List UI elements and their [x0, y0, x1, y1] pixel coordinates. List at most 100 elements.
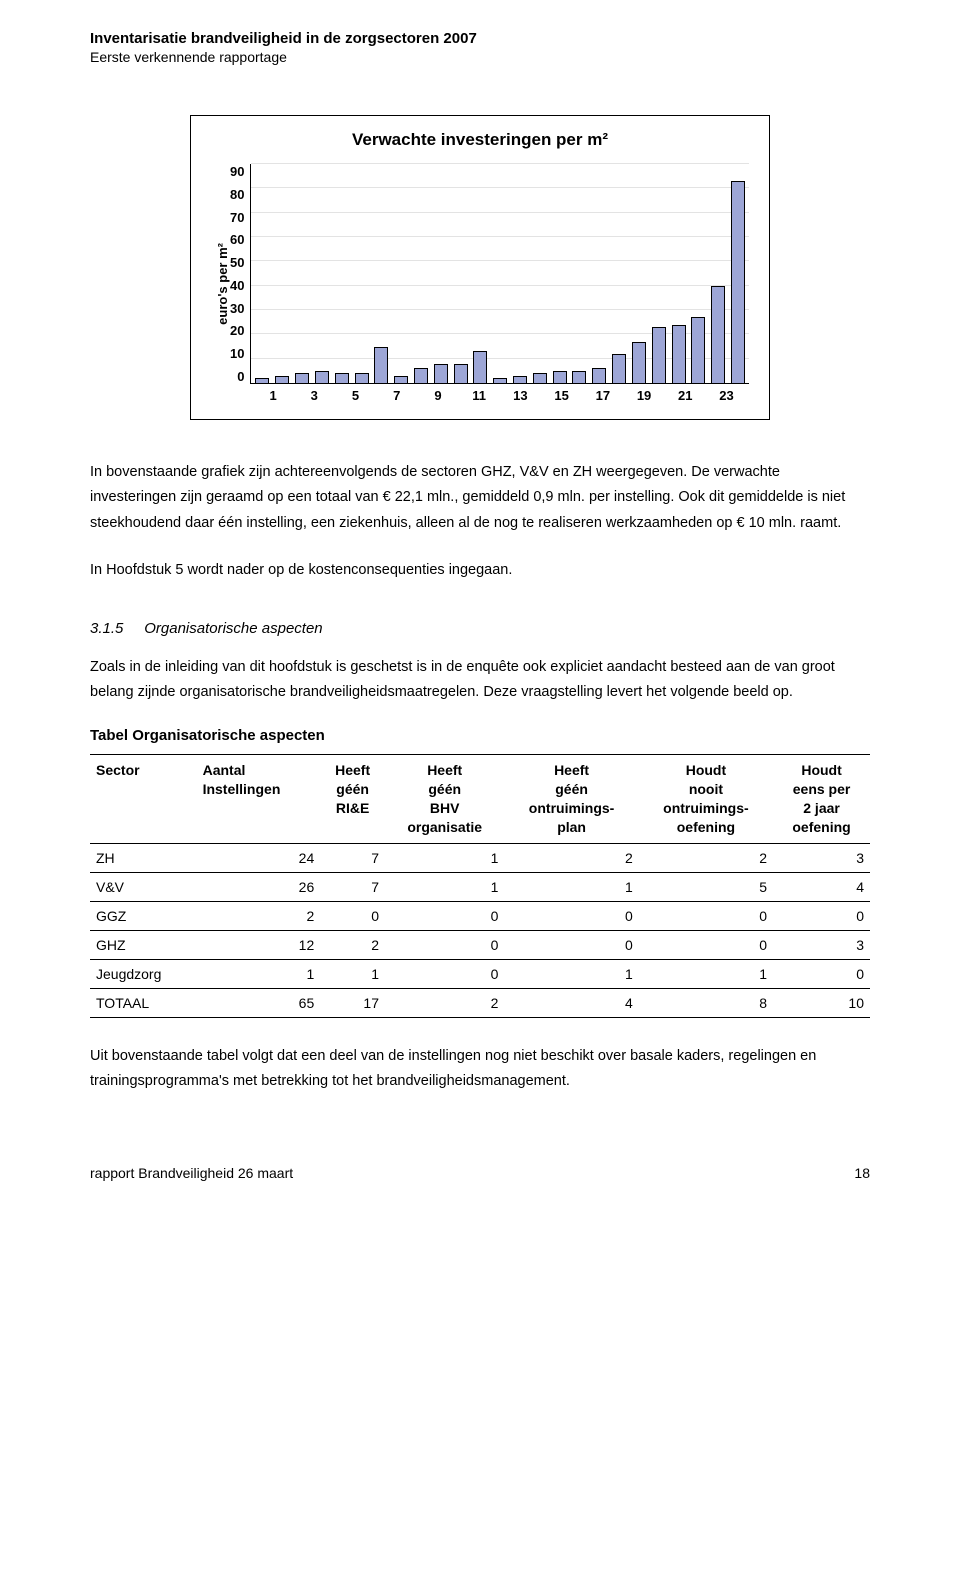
chart-ytick: 10	[230, 346, 244, 361]
table-cell: 0	[773, 901, 870, 930]
chart-x-axis: 1357911131517192123	[250, 388, 749, 403]
table-cell: 12	[197, 930, 321, 959]
chart-bar	[513, 376, 527, 383]
table-cell: 1	[320, 959, 385, 988]
table-cell: 1	[197, 959, 321, 988]
chart-bar	[255, 378, 269, 383]
chart-xtick: 7	[376, 388, 417, 403]
chart-xtick: 15	[541, 388, 582, 403]
table-row: Jeugdzorg110110	[90, 959, 870, 988]
chart-xtick: 1	[252, 388, 293, 403]
chart-xtick: 3	[294, 388, 335, 403]
th-nooit-oef: Houdtnooitontruimings-oefening	[639, 755, 773, 844]
paragraph: In bovenstaande grafiek zijn achtereenvo…	[90, 460, 870, 536]
chart-bar	[434, 364, 448, 383]
chart-bar	[374, 347, 388, 383]
table-cell: V&V	[90, 872, 197, 901]
th-eens-oef: Houdteens per2 jaaroefening	[773, 755, 870, 844]
chart-bar	[711, 286, 725, 383]
chart-xtick: 19	[623, 388, 664, 403]
chart-bar	[592, 368, 606, 383]
table-cell: 24	[197, 843, 321, 872]
table-cell: 17	[320, 988, 385, 1017]
chart-ytick: 70	[230, 210, 244, 225]
chart-ytick: 0	[230, 369, 244, 384]
table-cell: 2	[197, 901, 321, 930]
table-cell: 26	[197, 872, 321, 901]
chart-y-axis: 9080706050403020100	[230, 164, 250, 384]
section-heading: 3.1.5 Organisatorische aspecten	[90, 620, 870, 637]
table-cell: 0	[320, 901, 385, 930]
table-row: TOTAAL651724810	[90, 988, 870, 1017]
chart-bar	[414, 368, 428, 383]
chart-bar	[672, 325, 686, 383]
chart-bar	[355, 373, 369, 383]
table-cell: 1	[385, 872, 504, 901]
table-cell: 0	[385, 959, 504, 988]
th-geen-bhv: HeeftgéénBHVorganisatie	[385, 755, 504, 844]
chart-bar	[473, 351, 487, 383]
table-cell: 65	[197, 988, 321, 1017]
table-row: GHZ1220003	[90, 930, 870, 959]
chart-bar	[493, 378, 507, 383]
chart-xtick: 11	[459, 388, 500, 403]
table-cell: 0	[504, 930, 638, 959]
table-cell: 1	[639, 959, 773, 988]
th-aantal: AantalInstellingen	[197, 755, 321, 844]
table-row: ZH2471223	[90, 843, 870, 872]
table-cell: 0	[639, 930, 773, 959]
table-cell: 10	[773, 988, 870, 1017]
table-cell: 3	[773, 930, 870, 959]
table-cell: 2	[320, 930, 385, 959]
table-cell: 0	[504, 901, 638, 930]
table-cell: 1	[504, 872, 638, 901]
chart-bar	[295, 373, 309, 383]
chart: Verwachte investeringen per m² euro's pe…	[190, 115, 770, 420]
section-number: 3.1.5	[90, 620, 123, 637]
table-cell: 7	[320, 843, 385, 872]
table-cell: 8	[639, 988, 773, 1017]
th-geen-plan: Heeftgéénontruimings-plan	[504, 755, 638, 844]
table-cell: 3	[773, 843, 870, 872]
chart-xtick: 5	[335, 388, 376, 403]
chart-bar	[533, 373, 547, 383]
chart-bar	[632, 342, 646, 383]
table-row: V&V2671154	[90, 872, 870, 901]
chart-bar	[454, 364, 468, 383]
table-cell: 0	[385, 901, 504, 930]
table-cell: ZH	[90, 843, 197, 872]
chart-xtick: 21	[665, 388, 706, 403]
footer-page: 18	[854, 1165, 870, 1181]
chart-plot-area	[250, 164, 749, 384]
chart-bar	[572, 371, 586, 383]
table-cell: GHZ	[90, 930, 197, 959]
chart-ytick: 20	[230, 323, 244, 338]
chart-bar	[335, 373, 349, 383]
chart-xtick: 9	[417, 388, 458, 403]
table-cell: 4	[773, 872, 870, 901]
chart-bar	[315, 371, 329, 383]
paragraph: Uit bovenstaande tabel volgt dat een dee…	[90, 1044, 870, 1095]
table-cell: 0	[773, 959, 870, 988]
chart-ytick: 60	[230, 232, 244, 247]
table-cell: TOTAAL	[90, 988, 197, 1017]
chart-ytick: 30	[230, 301, 244, 316]
paragraph: Zoals in de inleiding van dit hoofdstuk …	[90, 655, 870, 706]
table-cell: 1	[504, 959, 638, 988]
table-cell: 5	[639, 872, 773, 901]
table-cell: 2	[385, 988, 504, 1017]
org-table: Sector AantalInstellingen HeeftgéénRI&E …	[90, 754, 870, 1018]
chart-bar	[652, 327, 666, 383]
table-cell: 2	[504, 843, 638, 872]
table-cell: 7	[320, 872, 385, 901]
table-cell: 0	[639, 901, 773, 930]
table-title: Tabel Organisatorische aspecten	[90, 727, 870, 744]
table-cell: 4	[504, 988, 638, 1017]
chart-ytick: 40	[230, 278, 244, 293]
section-title: Organisatorische aspecten	[144, 620, 322, 637]
table-row: GGZ200000	[90, 901, 870, 930]
chart-xtick: 23	[706, 388, 747, 403]
chart-bar	[394, 376, 408, 383]
th-sector: Sector	[90, 755, 197, 844]
chart-bar	[275, 376, 289, 383]
